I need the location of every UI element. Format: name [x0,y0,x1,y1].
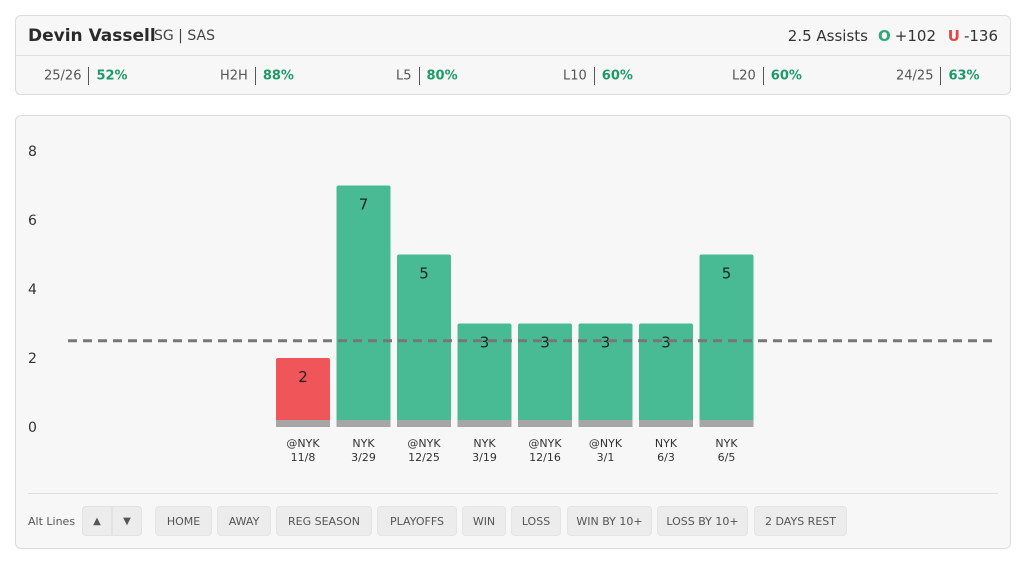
stat-divider [762,67,764,85]
bar-value-label: 3 [480,334,490,352]
alt-line-up-button[interactable]: ▲ [82,506,112,536]
bar-base [578,420,633,427]
x-tick-date: 3/1 [597,451,615,464]
bar-base [336,420,391,427]
filter-win-by-10[interactable]: WIN BY 10+ [567,506,652,536]
bar [336,185,391,427]
y-tick-label: 8 [28,144,37,160]
chart-card: 0 2 4 6 8 2 @NYK 11/8 7 NYK 3/29 5 @NYK 12/25 3 NYK 3/19… [15,115,1011,549]
bar [578,323,633,427]
stat-value: 80% [426,68,458,84]
stat-divider [418,67,420,85]
filter-playoffs[interactable]: PLAYOFFS [377,506,457,536]
x-tick-opponent: NYK [352,437,375,450]
stat-divider [593,67,595,85]
bar-value-label: 5 [419,265,429,283]
bar-value-label: 3 [540,334,550,352]
player-name: Devin Vassell [28,26,156,46]
stat-l10[interactable]: L10 60% [563,67,633,85]
stat-value: 88% [262,68,294,84]
stat-value: 60% [770,68,802,84]
stat-divider [254,67,256,85]
x-tick-date: 3/29 [351,451,376,464]
y-tick-label: 6 [28,213,37,229]
header-top-row: Devin Vassell SG | SAS 2.5 Assists O +102… [16,16,1010,56]
prop-market: 2.5 Assists [787,27,868,45]
stat-label: L10 [563,68,587,84]
y-tick-label: 4 [28,282,37,298]
player-position-team: SG | SAS [154,28,215,44]
alt-line-down-button[interactable]: ▼ [112,506,142,536]
stat-label: 25/26 [44,68,82,84]
stat-value: 63% [948,68,980,84]
y-tick-label: 2 [28,351,37,367]
stat-l20[interactable]: L20 60% [732,67,802,85]
under-odds[interactable]: U -136 [948,27,998,45]
stat-l5[interactable]: L5 80% [396,67,458,85]
x-tick-date: 3/19 [472,451,497,464]
x-tick-opponent: @NYK [286,437,320,450]
x-tick-date: 12/25 [408,451,440,464]
x-tick-date: 6/3 [657,451,675,464]
assists-bar-chart: 024682@NYK11/87NYK3/295@NYK12/253NYK3/19… [28,144,994,464]
stat-label: H2H [220,68,248,84]
stat-label: L20 [732,68,756,84]
bar-base [457,420,512,427]
bar [397,254,451,427]
x-tick-date: 11/8 [291,451,316,464]
stat-label: 24/25 [896,68,934,84]
x-tick-opponent: NYK [715,437,738,450]
under-price: -136 [963,27,998,45]
bar [639,323,693,427]
filter-away[interactable]: AWAY [217,506,271,536]
filter-2-days-rest[interactable]: 2 DAYS REST [754,506,847,536]
bar-base [639,420,693,427]
bar-value-label: 7 [359,196,369,214]
bar-value-label: 3 [601,334,611,352]
x-tick-date: 12/16 [529,451,561,464]
stat-h2h[interactable]: H2H 88% [220,67,294,85]
bar-base [699,420,754,427]
chevron-down-icon: ▼ [123,515,131,527]
bar [276,358,330,427]
controls-divider [28,493,998,494]
bar [457,323,512,427]
chevron-up-icon: ▲ [93,515,101,527]
x-tick-opponent: NYK [655,437,678,450]
over-price: +102 [894,27,936,45]
stat-divider [88,67,90,85]
filter-reg-season[interactable]: REG SEASON [276,506,372,536]
x-tick-opponent: @NYK [407,437,441,450]
stat-divider [940,67,942,85]
over-label: O [878,27,891,45]
y-tick-label: 0 [28,420,37,436]
over-odds[interactable]: O +102 [878,27,936,45]
stat-value: 60% [601,68,633,84]
bar-base [397,420,451,427]
filter-loss[interactable]: LOSS [511,506,561,536]
stat-label: L5 [396,68,412,84]
x-tick-opponent: @NYK [589,437,623,450]
bar-base [518,420,572,427]
stat-value: 52% [96,68,128,84]
bar-value-label: 5 [722,265,732,283]
alt-lines-label: Alt Lines [28,515,76,528]
filter-win[interactable]: WIN [462,506,506,536]
bar [699,254,754,427]
bar-value-label: 3 [661,334,671,352]
stat-season-2526[interactable]: 25/26 52% [44,67,128,85]
stat-season-2425[interactable]: 24/25 63% [896,67,980,85]
filter-home[interactable]: HOME [155,506,212,536]
x-tick-date: 6/5 [718,451,736,464]
bar-value-label: 2 [298,368,308,386]
bar [518,323,572,427]
x-tick-opponent: @NYK [528,437,562,450]
x-tick-opponent: NYK [473,437,496,450]
player-header-card: Devin Vassell SG | SAS 2.5 Assists O +102… [15,15,1011,95]
bar-base [276,420,330,427]
under-label: U [947,27,960,45]
filter-loss-by-10[interactable]: LOSS BY 10+ [657,506,748,536]
